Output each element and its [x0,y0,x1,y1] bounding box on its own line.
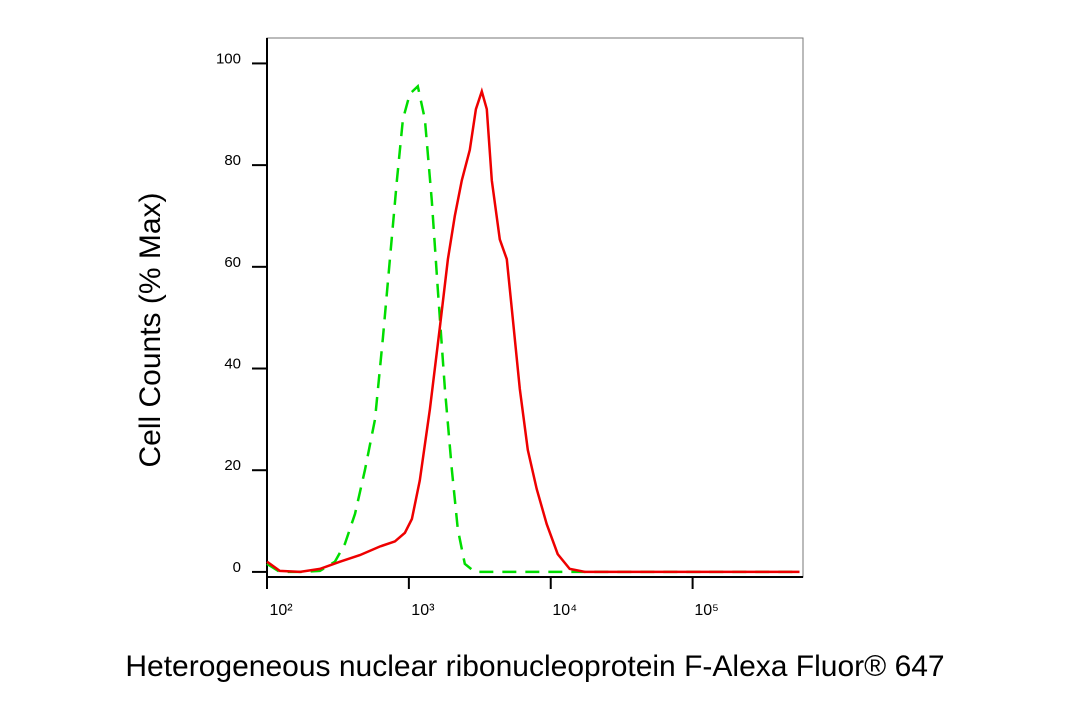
y-tick-label: 100 [216,50,241,67]
plot-frame [266,37,804,578]
x-tick-label: 10² [269,602,293,619]
histogram-line [266,87,800,574]
y-tick-label: 20 [224,457,241,474]
x-axis-title: Heterogeneous nuclear ribonucleoprotein … [125,650,944,683]
y-tick-label: 0 [233,559,241,576]
y-axis-title: Cell Counts (% Max) [134,192,167,467]
x-tick-label: 10⁵ [694,602,718,619]
x-tick-label: 10³ [411,602,435,619]
histogram-line [266,83,800,574]
x-tick-label: 10⁴ [552,602,577,619]
y-tick-label: 80 [224,152,241,169]
y-tick-label: 60 [224,254,241,271]
y-tick-label: 40 [224,355,241,372]
